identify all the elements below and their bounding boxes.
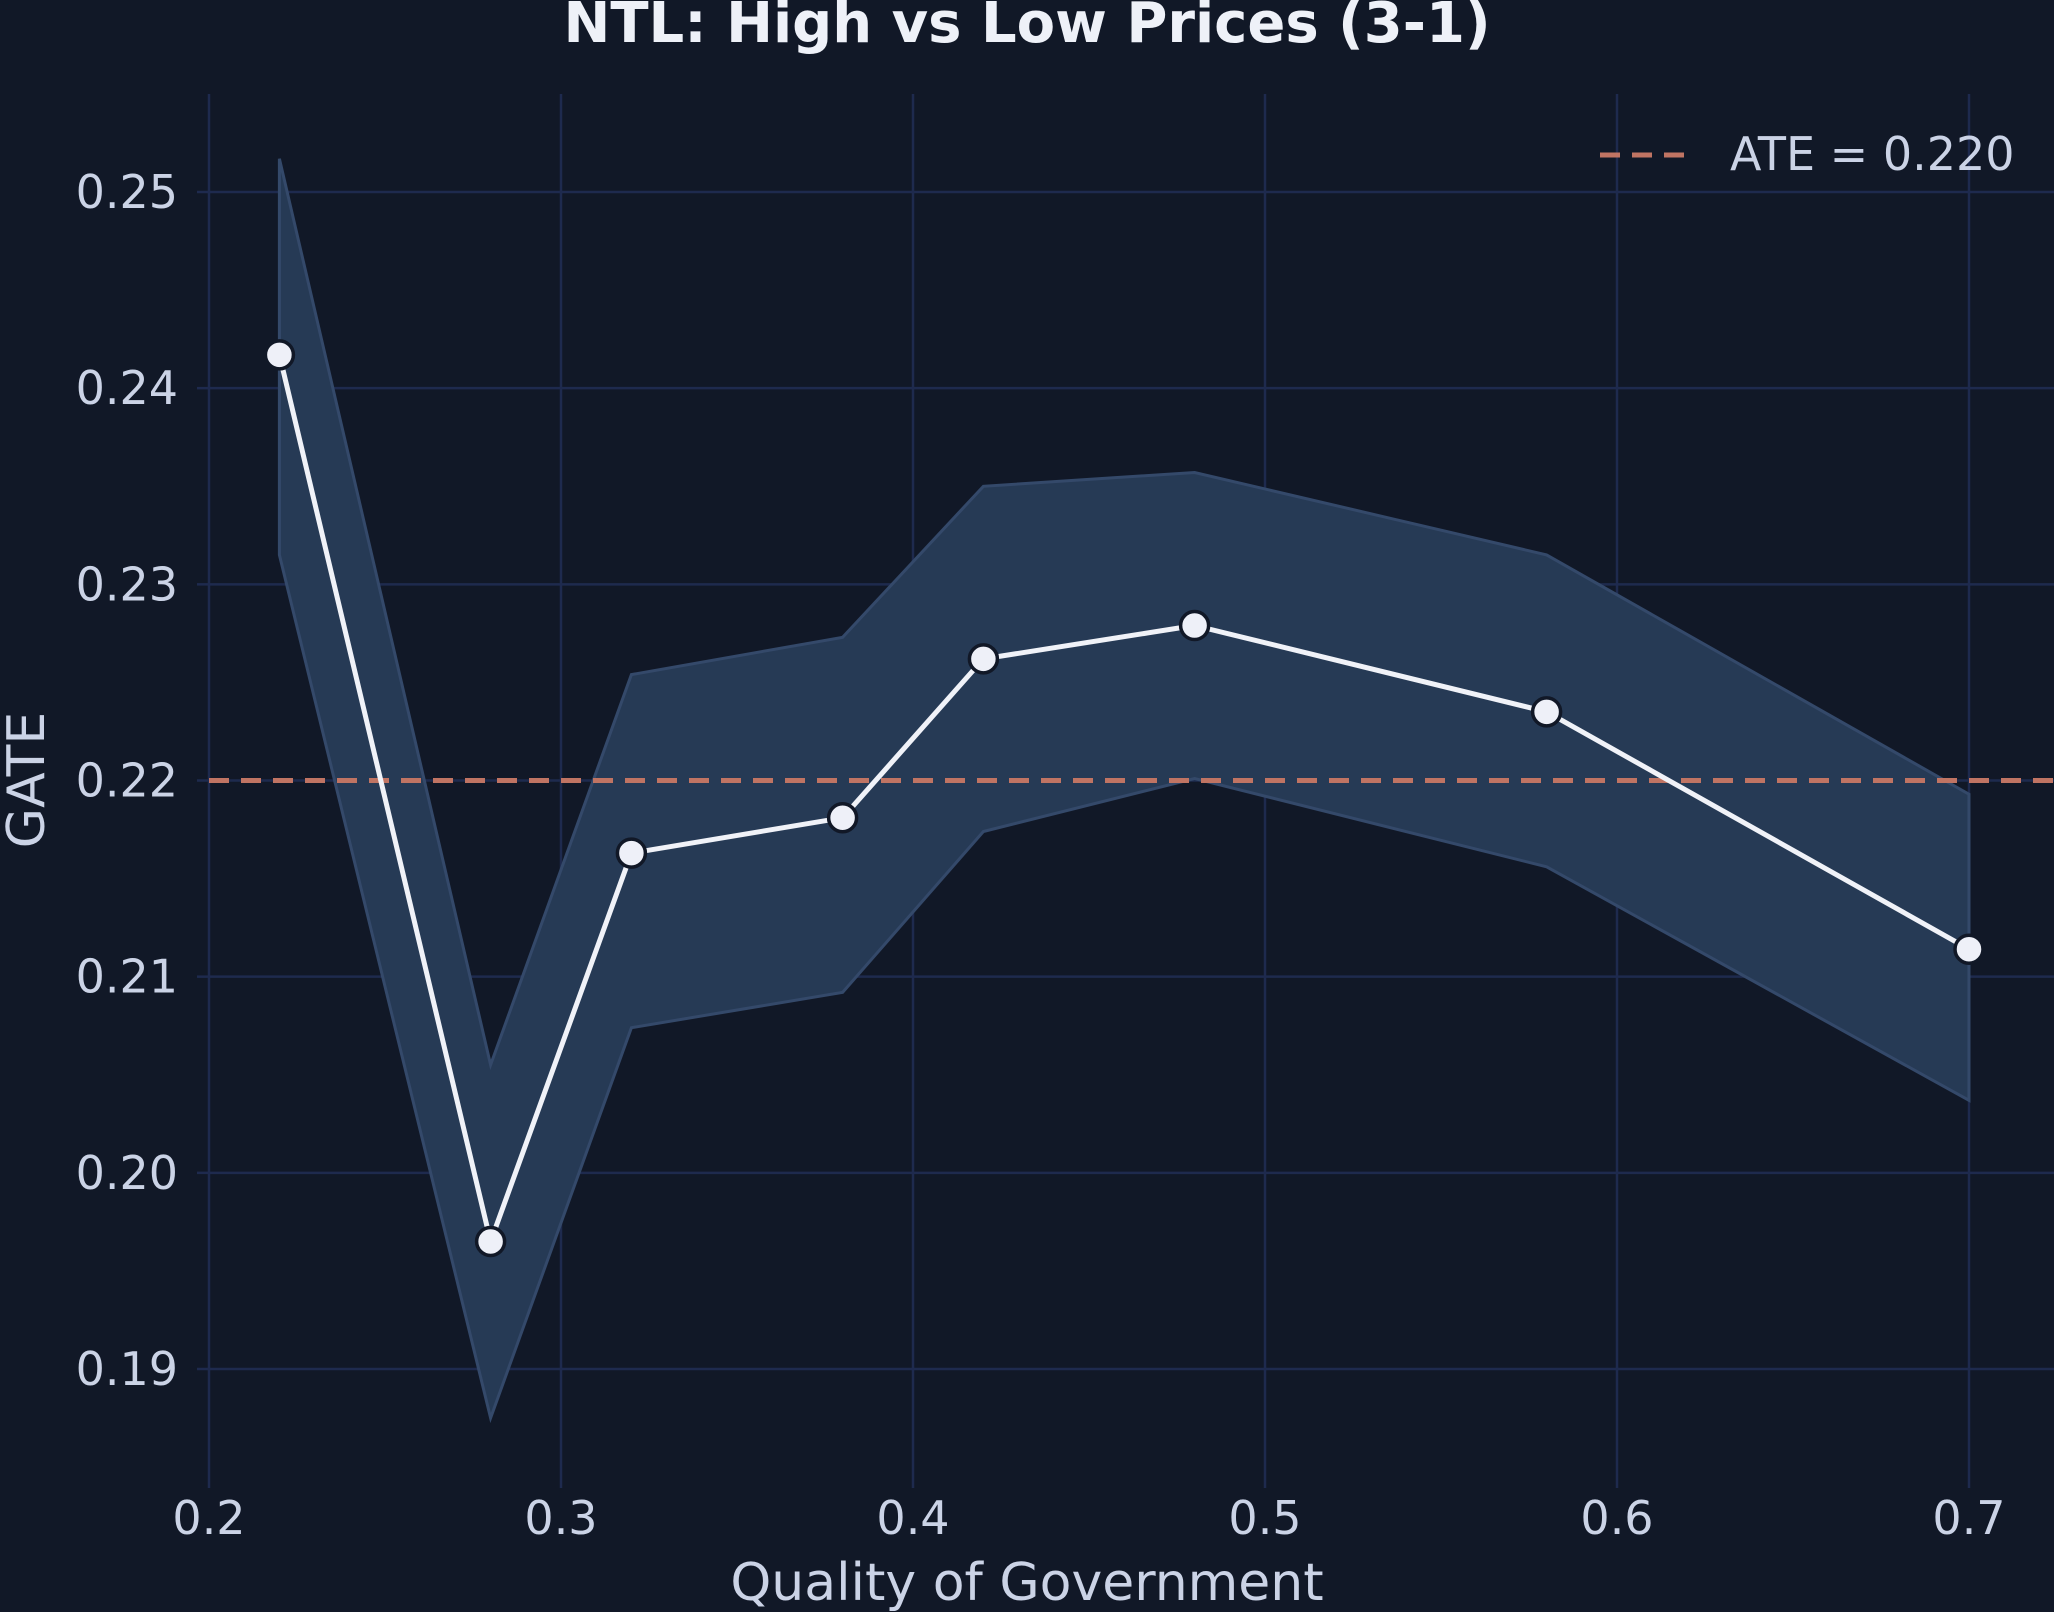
gate-point <box>826 802 859 834</box>
x-axis-label: Quality of Government <box>730 1553 1323 1612</box>
x-tick-label: 0.5 <box>1228 1491 1301 1545</box>
gate-point <box>474 1225 507 1258</box>
y-axis-label: GATE <box>0 712 57 848</box>
x-tick-label: 0.6 <box>1580 1491 1653 1545</box>
y-tick-label: 0.24 <box>76 361 178 415</box>
y-tick-label: 0.25 <box>76 165 178 219</box>
gate-point <box>967 643 1000 675</box>
confidence-band-area <box>277 158 1971 1424</box>
y-tick-label: 0.21 <box>76 950 178 1004</box>
x-tick-label: 0.7 <box>1932 1491 2005 1545</box>
gate-line <box>276 354 1971 1244</box>
gate-point <box>263 339 296 371</box>
x-axis-ticks: 0.2 0.3 0.4 0.5 0.6 0.7 <box>172 1478 2006 1545</box>
gate-point <box>1178 609 1211 642</box>
gate-series <box>263 339 1985 1258</box>
confidence-band <box>277 158 1971 1424</box>
legend-label: ATE = 0.220 <box>1730 127 2015 181</box>
x-tick-label: 0.2 <box>172 1491 245 1545</box>
y-tick-label: 0.22 <box>76 754 178 808</box>
legend: ATE = 0.220 <box>1600 127 2015 181</box>
gate-point <box>615 837 648 869</box>
chart-title: NTL: High vs Low Prices (3-1) <box>563 0 1490 56</box>
x-tick-label: 0.3 <box>524 1491 597 1545</box>
x-tick-label: 0.4 <box>876 1491 949 1545</box>
y-tick-label: 0.19 <box>76 1342 178 1396</box>
y-tick-label: 0.23 <box>76 557 178 611</box>
gate-point <box>1953 933 1985 965</box>
y-tick-label: 0.20 <box>76 1146 178 1200</box>
y-axis-ticks: 0.19 0.20 0.21 0.22 0.23 0.24 0.25 <box>76 165 209 1396</box>
gate-point <box>1530 696 1563 728</box>
